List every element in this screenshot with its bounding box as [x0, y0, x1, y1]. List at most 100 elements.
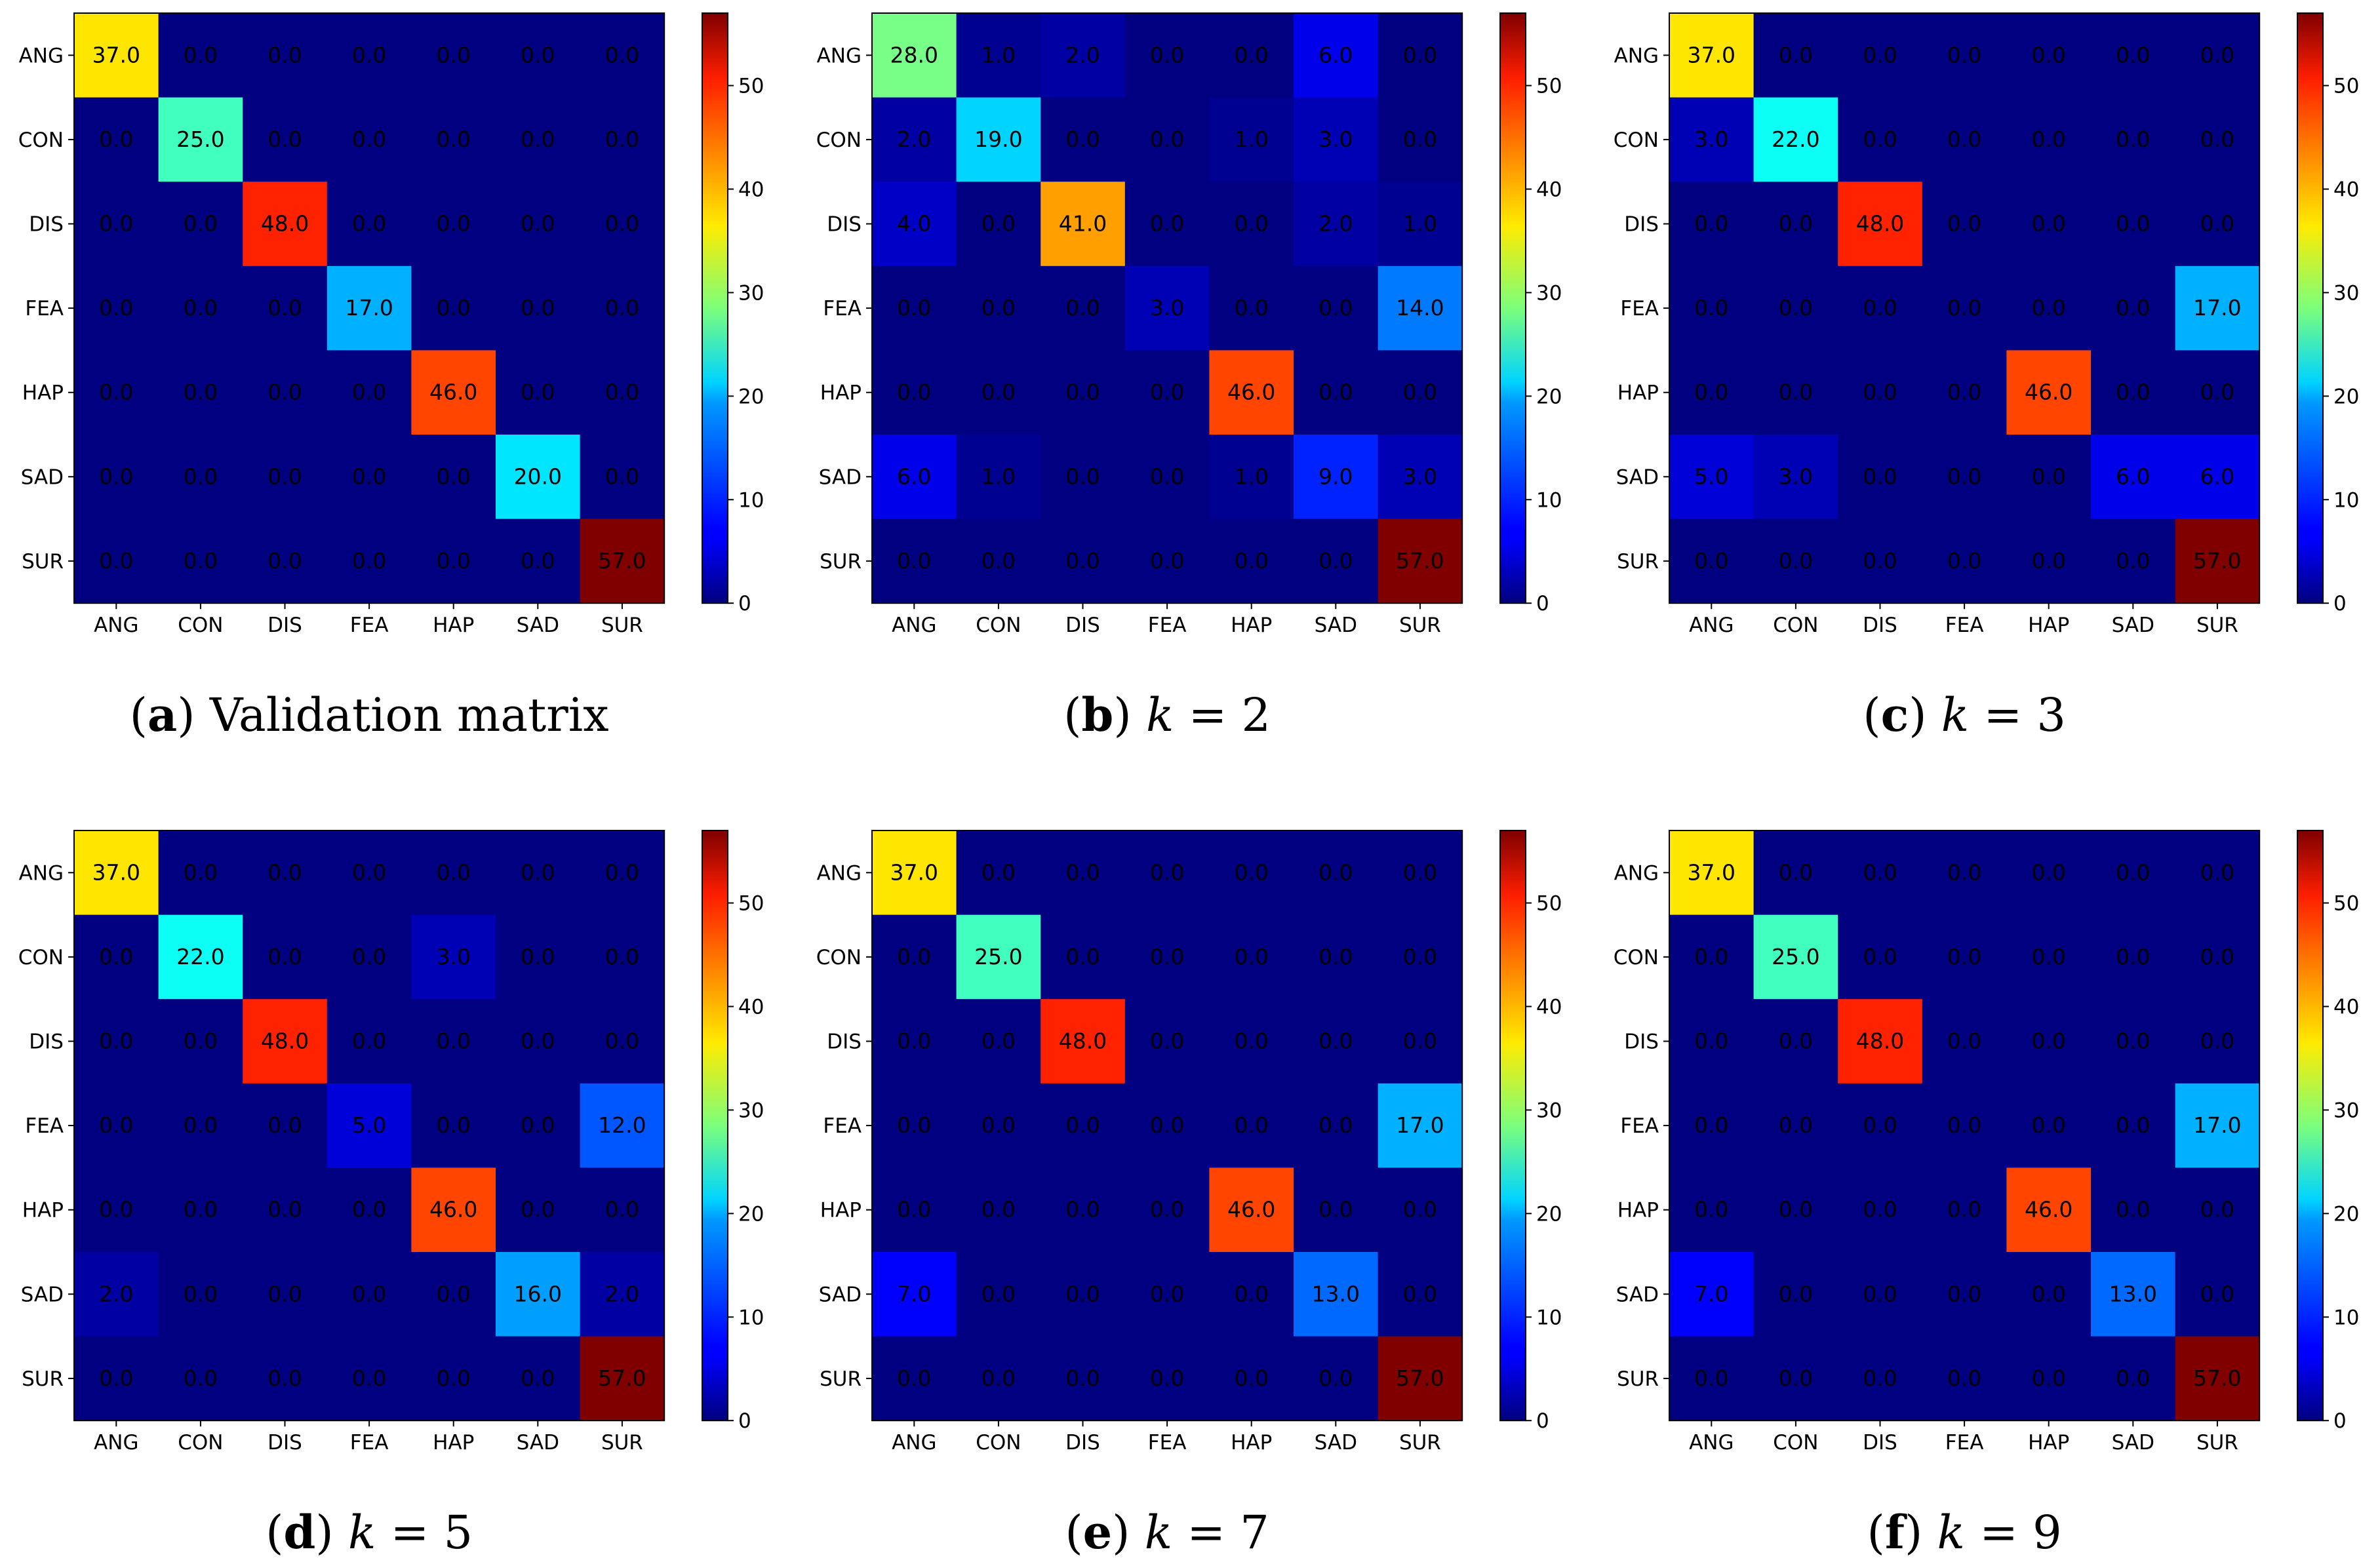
- cell-value-label: 0.0: [436, 859, 470, 885]
- cell-value-label: 0.0: [982, 859, 1016, 885]
- heatmap-cell: [2006, 1167, 2092, 1253]
- cell-value-label: 0.0: [1319, 859, 1353, 885]
- cell-value-label: 46.0: [429, 380, 477, 405]
- cell-value-label: 0.0: [605, 1028, 639, 1054]
- x-tick-label: FEA: [1148, 614, 1187, 637]
- heatmap-cell: [1124, 350, 1210, 435]
- cell-value-label: 0.0: [184, 42, 218, 68]
- x-tick-label: CON: [976, 614, 1021, 637]
- cell-value-label: 0.0: [184, 1281, 218, 1306]
- cell-value-label: 0.0: [1065, 1365, 1100, 1391]
- x-tick-label: DIS: [1065, 1431, 1100, 1455]
- heatmap-cell: [1124, 265, 1210, 351]
- heatmap-cell: [1922, 1336, 2007, 1421]
- heatmap-cell: [158, 1083, 243, 1168]
- heatmap-cell: [2175, 914, 2260, 1000]
- cell-value-label: 0.0: [1947, 42, 1981, 68]
- heatmap-cell: [1294, 1336, 1379, 1421]
- cell-value-label: 22.0: [1772, 127, 1819, 152]
- y-tick-label: SAD: [819, 1283, 862, 1306]
- cell-value-label: 0.0: [268, 944, 302, 969]
- caption-value: = 3: [1969, 688, 2066, 742]
- cell-value-label: 0.0: [1779, 1028, 1813, 1054]
- heatmap-cell: [2006, 97, 2092, 182]
- cell-value-label: 0.0: [2116, 380, 2150, 405]
- heatmap-cell: [2091, 1083, 2176, 1168]
- cell-value-label: 0.0: [1779, 1281, 1813, 1306]
- caption-letter: b: [1081, 688, 1113, 742]
- heatmap-cell: [243, 1083, 328, 1168]
- heatmap-cell: [1124, 182, 1210, 267]
- cell-value-label: 0.0: [2116, 1112, 2150, 1138]
- cell-value-label: 0.0: [1779, 1112, 1813, 1138]
- x-tick-label: HAP: [433, 1431, 474, 1455]
- heatmap-cell: [580, 265, 665, 351]
- cell-value-label: 0.0: [2116, 944, 2150, 969]
- heatmap-cell: [496, 350, 581, 435]
- heatmap-cell: [1838, 1252, 1923, 1337]
- cell-value-label: 0.0: [1863, 42, 1897, 68]
- heatmap-cell: [2091, 97, 2176, 182]
- y-tick-label: FEA: [25, 1114, 64, 1138]
- cell-value-label: 19.0: [974, 127, 1022, 152]
- heatmap-cell: [496, 1083, 581, 1168]
- heatmap-cell: [2175, 999, 2260, 1084]
- cell-value-label: 0.0: [352, 42, 386, 68]
- heatmap-cell: [243, 1336, 328, 1421]
- cell-value-label: 0.0: [1150, 127, 1184, 152]
- heatmap-cell: [1922, 350, 2007, 435]
- heatmap-cell: [2091, 831, 2176, 916]
- cell-value-label: 0.0: [1234, 944, 1268, 969]
- cell-value-label: 0.0: [184, 211, 218, 237]
- heatmap-cell: [1209, 13, 1294, 98]
- cell-value-label: 0.0: [2031, 42, 2065, 68]
- cell-value-label: 0.0: [982, 1197, 1016, 1222]
- colorbar-tick-label: 20: [1536, 1202, 1562, 1226]
- x-tick-label: DIS: [268, 614, 302, 637]
- heatmap-cell: [327, 999, 412, 1084]
- heatmap-cell: [956, 518, 1041, 604]
- cell-value-label: 0.0: [1319, 1365, 1353, 1391]
- cell-value-label: 0.0: [2116, 1028, 2150, 1054]
- y-tick-label: FEA: [823, 297, 862, 321]
- cell-value-label: 41.0: [1059, 211, 1107, 237]
- heatmap-cell: [1753, 13, 1838, 98]
- y-tick-label: SUR: [22, 550, 64, 574]
- heatmap-cell: [872, 435, 957, 520]
- heatmap-cell: [1922, 182, 2007, 267]
- heatmap-cell: [1041, 1167, 1126, 1253]
- panels-group: 37.0 0.0 0.0 0.0 0.0 0.0 0.0 0.0 25.0 0.0 0.0 0.0 0.…: [18, 12, 2359, 1559]
- cell-value-label: 0.0: [1694, 1197, 1728, 1222]
- heatmap-cell: [1041, 1252, 1126, 1337]
- heatmap-cell: [1041, 182, 1126, 267]
- x-tick-label: FEA: [1945, 614, 1984, 637]
- cell-value-label: 0.0: [184, 548, 218, 574]
- cell-value-label: 0.0: [2200, 1197, 2234, 1222]
- cell-value-label: 0.0: [352, 1281, 386, 1306]
- cell-value-label: 0.0: [184, 1028, 218, 1054]
- y-tick-label: DIS: [827, 213, 862, 237]
- heatmap-cell: [74, 1167, 159, 1253]
- heatmap-cell: [956, 1083, 1041, 1168]
- heatmap-cell: [74, 518, 159, 604]
- heatmap-cell: [1124, 914, 1210, 1000]
- heatmap-cell: [158, 518, 243, 604]
- y-tick-label: SUR: [22, 1367, 64, 1391]
- cell-value-label: 0.0: [352, 1197, 386, 1222]
- heatmap-cell: [1922, 518, 2007, 604]
- x-tick-label: ANG: [94, 1431, 138, 1455]
- panel-a: 37.0 0.0 0.0 0.0 0.0 0.0 0.0 0.0 25.0 0.0 0.0 0.0 0.…: [18, 12, 764, 742]
- y-tick-label: SAD: [21, 1283, 64, 1306]
- cell-value-label: 0.0: [1234, 1281, 1268, 1306]
- caption-close-paren: ): [1905, 1506, 1937, 1559]
- cell-value-label: 0.0: [982, 380, 1016, 405]
- colorbar-tick-label: 20: [1536, 385, 1562, 408]
- cell-value-label: 0.0: [521, 859, 555, 885]
- heatmap-cell: [1922, 13, 2007, 98]
- caption-value: = 9: [1965, 1506, 2062, 1559]
- cell-value-label: 0.0: [1319, 380, 1353, 405]
- cell-value-label: 0.0: [2031, 944, 2065, 969]
- heatmap-cell: [74, 265, 159, 351]
- heatmap-cell: [1209, 518, 1294, 604]
- heatmap-cell: [158, 265, 243, 351]
